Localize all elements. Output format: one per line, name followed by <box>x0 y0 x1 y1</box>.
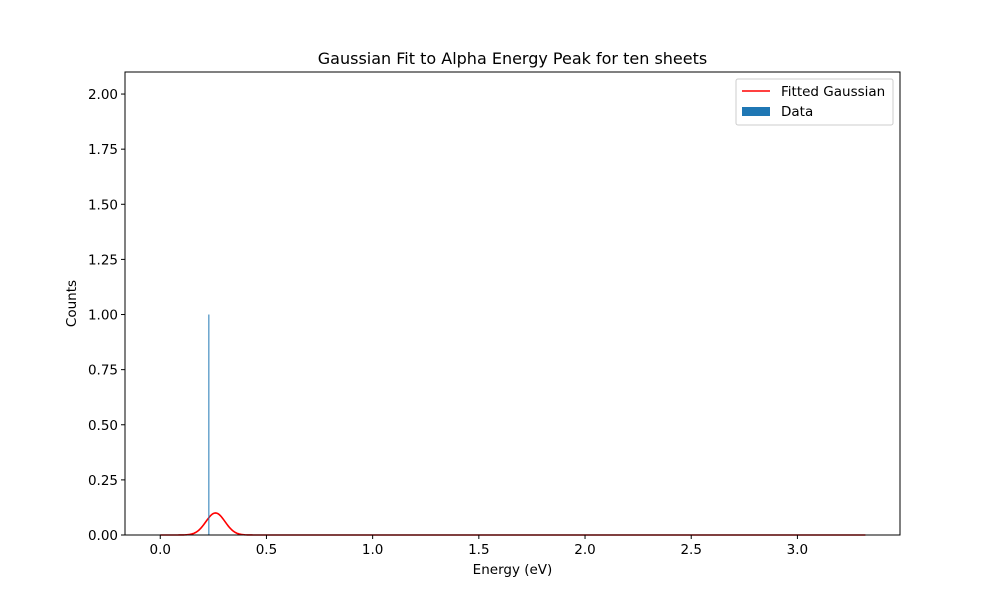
x-tick-label: 3.0 <box>787 542 808 558</box>
y-tick-label: 1.50 <box>88 197 118 213</box>
y-tick-label: 2.00 <box>88 87 118 103</box>
y-axis-label: Counts <box>64 280 80 327</box>
y-tick-label: 0.00 <box>88 528 118 544</box>
x-axis: 0.0 0.5 1.0 1.5 2.0 2.5 3.0 <box>150 535 808 558</box>
x-tick-label: 1.0 <box>362 542 383 558</box>
y-tick-label: 0.75 <box>88 363 118 379</box>
y-tick-label: 1.75 <box>88 142 118 158</box>
legend-box <box>735 78 894 126</box>
x-tick-label: 1.5 <box>468 542 489 558</box>
y-tick-label: 0.25 <box>88 473 118 489</box>
x-tick-label: 2.0 <box>574 542 595 558</box>
chart-title: Gaussian Fit to Alpha Energy Peak for te… <box>318 49 707 68</box>
x-axis-label: Energy (eV) <box>473 562 553 578</box>
y-tick-label: 0.50 <box>88 418 118 434</box>
x-tick-label: 0.0 <box>150 542 171 558</box>
legend-label-fitted-gaussian: Fitted Gaussian <box>781 84 885 100</box>
x-tick-label: 0.5 <box>256 542 277 558</box>
axes-frame <box>124 71 901 536</box>
legend-swatch-data <box>742 107 770 116</box>
legend: Fitted Gaussian Data <box>735 78 894 126</box>
y-axis: 0.00 0.25 0.50 0.75 1.00 1.25 1.50 1.75 2.00 <box>88 87 125 544</box>
legend-label-data: Data <box>781 104 813 120</box>
y-tick-label: 1.25 <box>88 252 118 268</box>
y-tick-label: 1.00 <box>88 308 118 324</box>
data-bar <box>208 314 210 535</box>
x-tick-label: 2.5 <box>680 542 701 558</box>
